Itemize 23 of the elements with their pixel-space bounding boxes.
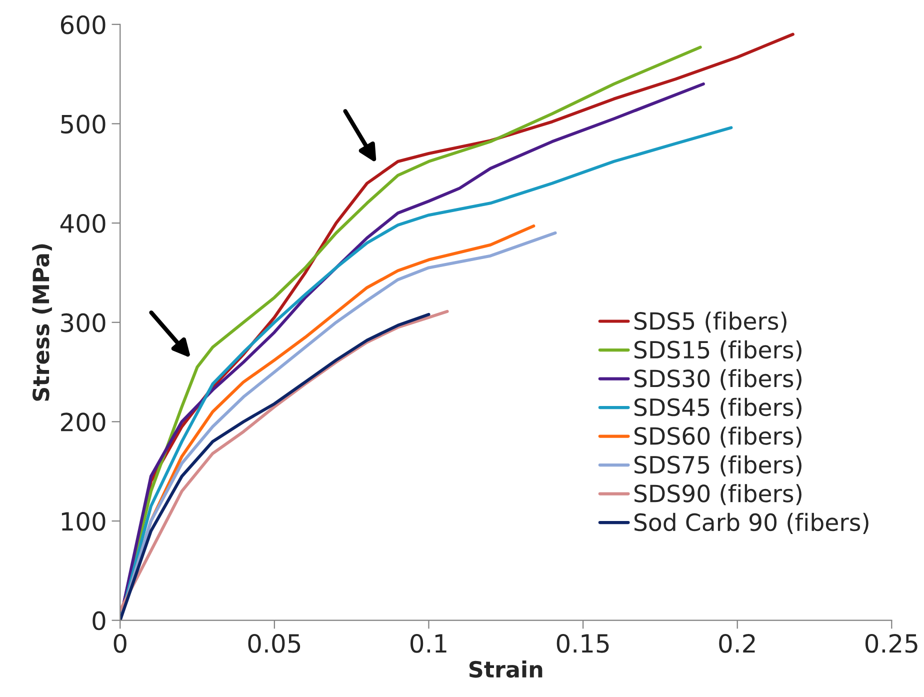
- y-tick-label: 200: [61, 412, 106, 432]
- x-tick-label: 0.05: [248, 634, 300, 653]
- x-axis-title: Strain: [469, 660, 542, 678]
- x-tick-label: 0.25: [865, 634, 918, 653]
- y-axis-title: Stress (MPa): [32, 244, 52, 401]
- x-tick-label: 0.2: [719, 634, 755, 653]
- legend-label: SDS45 (fibers): [634, 398, 802, 419]
- y-tick-label: 100: [62, 512, 106, 531]
- y-tick-label: 500: [61, 114, 106, 134]
- x-tick-label: 0.1: [410, 634, 446, 653]
- legend-label: SDS75 (fibers): [634, 455, 802, 476]
- legend-label: SDS5 (fibers): [634, 312, 786, 333]
- legend-label: SDS60 (fibers): [634, 426, 802, 448]
- legend-label: SDS90 (fibers): [634, 484, 802, 506]
- y-tick-label: 600: [60, 15, 106, 34]
- y-tick-label: 300: [61, 313, 106, 332]
- y-tick-label: 400: [60, 214, 106, 233]
- x-tick-label: 0: [114, 634, 126, 653]
- x-tick-label: 0.15: [556, 634, 609, 653]
- legend-label: Sod Carb 90 (fibers): [634, 512, 868, 534]
- y-tick-label: 0: [92, 611, 106, 630]
- legend-label: SDS15 (fibers): [634, 340, 802, 362]
- legend-label: SDS30 (fibers): [634, 369, 802, 390]
